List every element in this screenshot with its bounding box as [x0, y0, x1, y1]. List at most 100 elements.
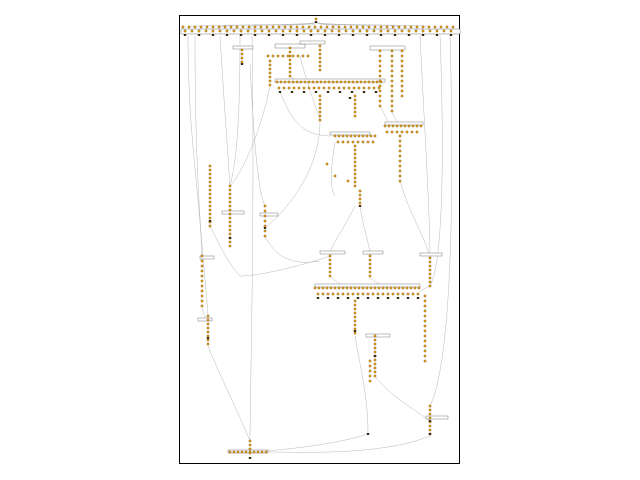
graph-node — [361, 286, 365, 290]
graph-node — [307, 80, 311, 84]
graph-node-dark — [248, 457, 252, 459]
graph-node — [428, 404, 432, 408]
graph-node — [355, 25, 359, 29]
graph-node — [337, 286, 341, 290]
graph-node — [288, 62, 292, 66]
graph-node — [318, 48, 322, 52]
graph-node — [200, 259, 204, 263]
graph-node-dark — [407, 34, 411, 36]
graph-node — [398, 174, 402, 178]
graph-node — [228, 240, 232, 244]
graph-node — [403, 124, 407, 128]
graph-node — [193, 25, 197, 29]
graph-node — [398, 169, 402, 173]
graph-node — [373, 25, 377, 29]
graph-node — [373, 346, 377, 350]
graph-node — [288, 70, 292, 74]
graph-node — [190, 29, 194, 33]
graph-node — [208, 168, 212, 172]
graph-node — [373, 358, 377, 362]
graph-node — [288, 58, 292, 62]
graph-edge — [315, 21, 431, 28]
graph-node — [236, 450, 240, 454]
graph-node — [295, 80, 299, 84]
graph-node-dark — [358, 205, 362, 207]
graph-node — [341, 286, 345, 290]
group-box — [232, 45, 254, 50]
graph-node — [228, 228, 232, 232]
graph-node — [398, 179, 402, 183]
graph-node — [385, 286, 389, 290]
graph-node — [200, 274, 204, 278]
graph-node — [371, 80, 375, 84]
graph-node — [369, 134, 373, 138]
graph-node — [385, 25, 389, 29]
graph-node — [337, 86, 341, 90]
graph-node — [371, 292, 375, 296]
graph-node — [373, 134, 377, 138]
graph-node — [302, 29, 306, 33]
graph-node — [401, 286, 405, 290]
graph-node — [390, 99, 394, 103]
graph-node — [398, 159, 402, 163]
graph-node — [407, 29, 411, 33]
graph-node — [341, 140, 345, 144]
graph-node — [318, 44, 322, 48]
graph-node-dark — [386, 297, 390, 299]
graph-node — [228, 192, 232, 196]
graph-node-dark — [208, 220, 212, 222]
graph-node — [368, 266, 372, 270]
graph-node — [400, 54, 404, 58]
dependency-graph[interactable] — [180, 16, 461, 465]
graph-node — [206, 342, 210, 346]
graph-node — [353, 160, 357, 164]
graph-node — [263, 219, 267, 223]
graph-node-dark — [206, 337, 210, 339]
graph-node — [398, 144, 402, 148]
graph-node-dark — [373, 355, 377, 357]
graph-node — [428, 412, 432, 416]
graph-node — [228, 220, 232, 224]
graph-node — [328, 262, 332, 266]
graph-node — [326, 292, 330, 296]
graph-node — [423, 349, 427, 353]
graph-node — [351, 29, 355, 33]
graph-node — [244, 450, 248, 454]
graph-node — [246, 29, 250, 33]
graph-node — [414, 29, 418, 33]
graph-node — [208, 192, 212, 196]
graph-node — [295, 29, 299, 33]
graph-node — [206, 334, 210, 338]
graph-node — [373, 286, 377, 290]
graph-node — [400, 89, 404, 93]
graph-node — [208, 216, 212, 220]
graph-node-dark — [314, 21, 318, 23]
graph-node — [379, 29, 383, 33]
graph-node — [390, 49, 394, 53]
graph-node — [343, 25, 347, 29]
group-box-layer — [180, 28, 461, 454]
graph-node — [400, 94, 404, 98]
graph-node — [228, 450, 232, 454]
graph-node — [361, 140, 365, 144]
graph-node — [411, 124, 415, 128]
graph-node — [378, 54, 382, 58]
graph-node — [386, 29, 390, 33]
graph-edge — [429, 35, 453, 407]
graph-node — [349, 25, 353, 29]
graph-node — [208, 224, 212, 228]
graph-node — [181, 25, 185, 29]
graph-node — [381, 286, 385, 290]
graph-node — [318, 106, 322, 110]
graph-node-dark — [290, 91, 294, 93]
graph-node — [433, 25, 437, 29]
graph-node — [428, 416, 432, 420]
graph-node — [318, 98, 322, 102]
graph-node — [373, 374, 377, 378]
graph-node — [346, 179, 350, 183]
graph-node — [401, 292, 405, 296]
graph-node — [381, 292, 385, 296]
graph-node — [353, 110, 357, 114]
graph-node — [352, 86, 356, 90]
graph-node — [405, 286, 409, 290]
